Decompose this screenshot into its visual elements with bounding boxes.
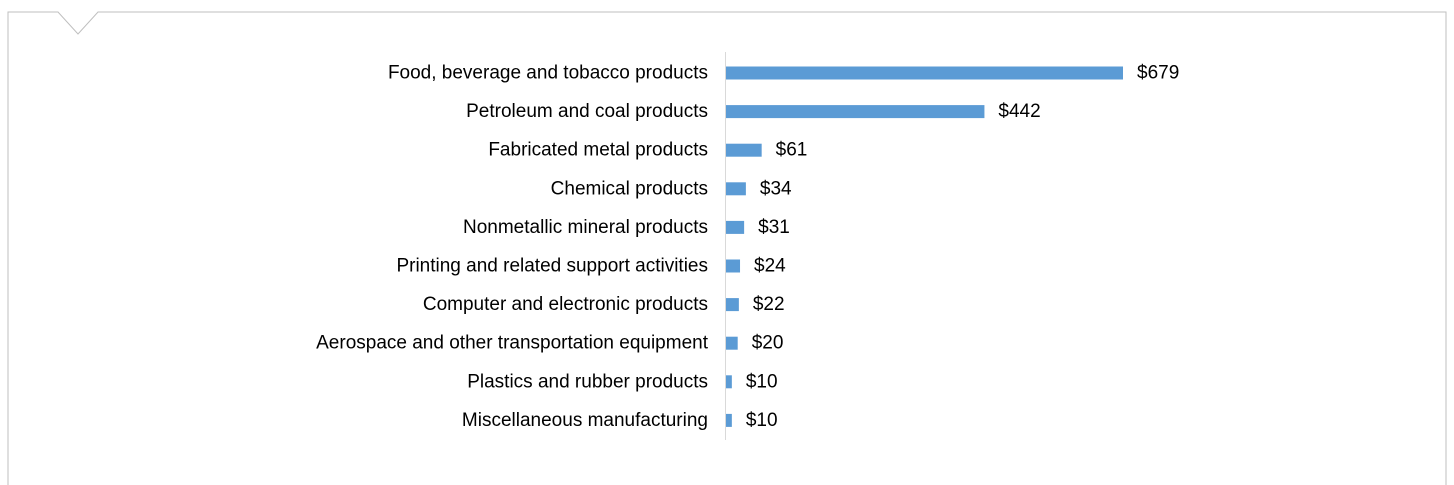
category-label: Petroleum and coal products xyxy=(466,101,708,122)
value-label: $10 xyxy=(746,410,778,431)
value-label: $679 xyxy=(1137,63,1179,84)
bar xyxy=(726,298,739,312)
callout-border xyxy=(7,11,1447,485)
value-label: $61 xyxy=(776,140,808,161)
value-label: $442 xyxy=(998,101,1040,122)
value-labels: $679 $442 $61 $34 $31 $24 $22 $20 $10 $10 xyxy=(746,63,1179,431)
value-label: $31 xyxy=(758,217,790,238)
category-label: Nonmetallic mineral products xyxy=(463,217,708,238)
category-label: Fabricated metal products xyxy=(488,140,708,161)
bar xyxy=(726,182,746,196)
bar xyxy=(726,413,732,427)
bars-group xyxy=(726,66,1123,427)
category-label: Aerospace and other transportation equip… xyxy=(316,333,709,354)
category-label: Plastics and rubber products xyxy=(467,371,708,392)
value-label: $24 xyxy=(754,256,786,277)
bar xyxy=(726,105,985,119)
category-label: Computer and electronic products xyxy=(423,294,708,315)
bar xyxy=(726,375,732,389)
bar xyxy=(726,143,762,157)
value-label: $22 xyxy=(753,294,785,315)
category-labels: Food, beverage and tobacco products Petro… xyxy=(316,63,709,431)
category-label: Printing and related support activities xyxy=(396,256,708,277)
category-label: Chemical products xyxy=(551,178,708,199)
value-label: $20 xyxy=(752,333,784,354)
category-label: Miscellaneous manufacturing xyxy=(462,410,708,431)
bar xyxy=(726,66,1123,80)
bar xyxy=(726,259,741,273)
category-label: Food, beverage and tobacco products xyxy=(388,63,708,84)
value-label: $10 xyxy=(746,371,778,392)
bar xyxy=(726,336,738,350)
value-label: $34 xyxy=(760,178,792,199)
bar xyxy=(726,220,745,234)
